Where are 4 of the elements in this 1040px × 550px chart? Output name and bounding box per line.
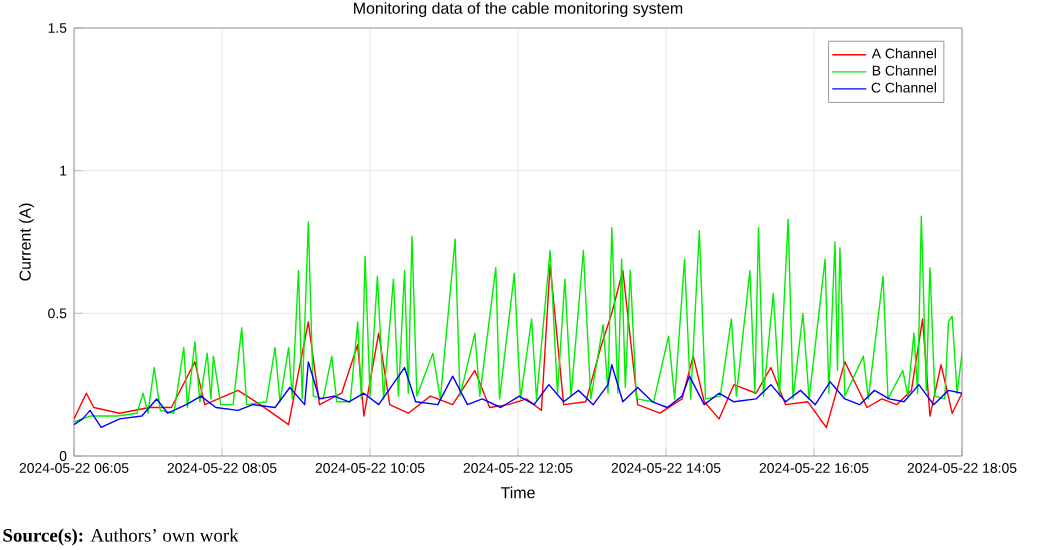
line-series	[74, 361, 963, 429]
line-series	[74, 215, 963, 423]
line-series	[74, 264, 963, 429]
text: Source(s): Authors’ own work	[3, 528, 239, 546]
